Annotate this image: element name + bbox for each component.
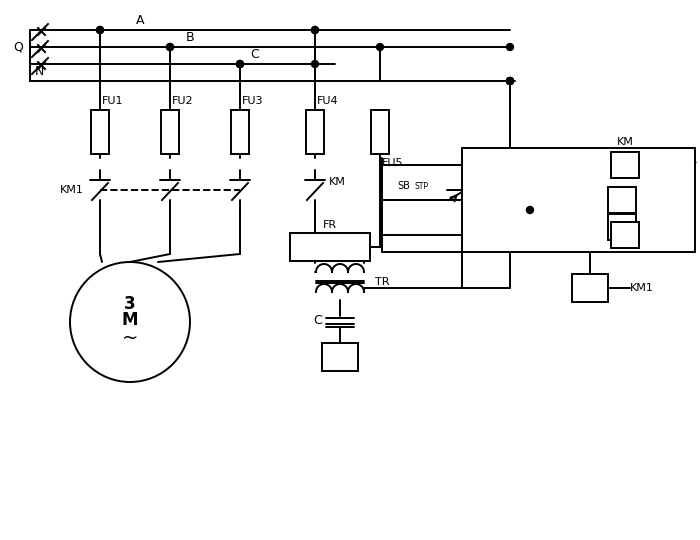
Text: FU5: FU5 bbox=[382, 158, 403, 168]
Circle shape bbox=[526, 206, 533, 213]
Circle shape bbox=[507, 78, 514, 85]
Circle shape bbox=[97, 26, 104, 33]
Bar bbox=[322, 343, 358, 371]
Text: KM: KM bbox=[617, 137, 634, 147]
Circle shape bbox=[507, 44, 514, 51]
Bar bbox=[306, 110, 324, 154]
Text: SD: SD bbox=[582, 283, 598, 293]
Circle shape bbox=[237, 60, 244, 68]
Text: SB: SB bbox=[498, 150, 512, 160]
Text: Q: Q bbox=[13, 40, 23, 53]
Circle shape bbox=[312, 26, 318, 33]
Text: C: C bbox=[251, 48, 260, 60]
Bar bbox=[290, 233, 370, 261]
Bar bbox=[611, 222, 639, 248]
Text: M: M bbox=[122, 311, 138, 329]
Circle shape bbox=[97, 26, 104, 33]
Text: SD: SD bbox=[564, 150, 580, 160]
Text: FU1: FU1 bbox=[102, 96, 123, 106]
Circle shape bbox=[507, 78, 514, 85]
Text: ~: ~ bbox=[122, 328, 138, 348]
Circle shape bbox=[167, 44, 174, 51]
Text: KM1: KM1 bbox=[630, 283, 654, 293]
Circle shape bbox=[237, 60, 244, 68]
Text: KT: KT bbox=[640, 209, 653, 219]
Text: KM: KM bbox=[522, 217, 538, 227]
Bar bbox=[572, 274, 608, 302]
Text: B: B bbox=[186, 31, 195, 44]
Text: FR: FR bbox=[323, 220, 337, 230]
Circle shape bbox=[312, 60, 318, 68]
Text: KT: KT bbox=[575, 219, 589, 229]
Text: ST: ST bbox=[514, 151, 524, 159]
Text: FU4: FU4 bbox=[317, 96, 339, 106]
Circle shape bbox=[507, 78, 514, 85]
Circle shape bbox=[312, 26, 318, 33]
Text: TR: TR bbox=[375, 277, 389, 287]
Bar bbox=[608, 214, 636, 240]
Text: A: A bbox=[136, 14, 144, 26]
Text: C: C bbox=[313, 314, 322, 327]
Bar bbox=[608, 187, 636, 213]
Circle shape bbox=[377, 44, 384, 51]
Bar bbox=[611, 152, 639, 178]
Circle shape bbox=[70, 262, 190, 382]
Circle shape bbox=[167, 44, 174, 51]
Bar bbox=[231, 110, 249, 154]
Bar bbox=[371, 110, 389, 154]
Text: N: N bbox=[35, 64, 44, 78]
Text: UV: UV bbox=[332, 352, 348, 362]
Bar bbox=[91, 110, 109, 154]
Text: STP: STP bbox=[415, 181, 429, 191]
Text: KM: KM bbox=[329, 177, 346, 187]
Text: KM1: KM1 bbox=[613, 219, 637, 229]
Bar bbox=[161, 110, 179, 154]
Text: SB: SB bbox=[398, 181, 410, 191]
Text: FR: FR bbox=[684, 155, 698, 165]
Text: FU3: FU3 bbox=[242, 96, 263, 106]
Text: 3: 3 bbox=[124, 295, 136, 313]
Bar bbox=[462, 148, 695, 252]
Text: KM1: KM1 bbox=[60, 185, 84, 195]
Text: FU2: FU2 bbox=[172, 96, 194, 106]
